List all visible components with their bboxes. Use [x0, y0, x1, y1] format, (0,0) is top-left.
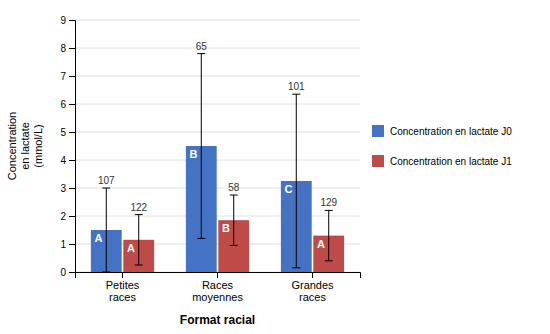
series	[123, 195, 344, 272]
x-tick-label: Petitesraces	[106, 279, 140, 304]
y-tick: 7	[60, 71, 75, 82]
y-tick-mark	[69, 272, 75, 273]
x-tick-mark	[122, 272, 123, 278]
grid-line	[75, 160, 360, 161]
n-label: 122	[130, 202, 147, 213]
x-axis-title: Format racial	[180, 313, 255, 327]
legend-label: Concentration en lactate J0	[390, 126, 512, 137]
y-tick-label: 0	[60, 267, 66, 278]
y-tick: 5	[60, 127, 75, 138]
bars	[91, 54, 344, 272]
x-tick-label: Grandesraces	[291, 279, 334, 304]
y-tick-mark	[69, 20, 75, 21]
n-label: 107	[98, 175, 115, 186]
x-tick: Racesmoyennes	[192, 272, 243, 303]
legend: Concentration en lactate J0 Concentration…	[372, 125, 512, 167]
grid-line	[75, 188, 360, 189]
y-tick-label: 3	[60, 183, 66, 194]
y-tick: 8	[60, 43, 75, 54]
grid-line	[75, 48, 360, 49]
y-tick-mark	[69, 48, 75, 49]
series	[91, 54, 312, 272]
y-tick-label: 9	[60, 15, 66, 26]
letter-label: B	[222, 222, 230, 234]
legend-label: Concentration en lactate J1	[390, 156, 512, 167]
letter-label: A	[317, 238, 325, 250]
n-label: 129	[320, 197, 337, 208]
grid-line	[75, 76, 360, 77]
error-bar	[135, 215, 143, 265]
y-tick: 6	[60, 99, 75, 110]
y-tick: 3	[60, 183, 75, 194]
y-tick-label: 2	[60, 211, 66, 222]
x-tick-mark	[312, 272, 313, 278]
y-tick-label: 8	[60, 43, 66, 54]
y-tick-mark	[69, 216, 75, 217]
annotations: 107 A 65 B 101 C 122 A 58 B 129 A	[95, 41, 338, 254]
legend-swatch	[372, 155, 384, 167]
grid-line	[75, 216, 360, 217]
grid-line	[75, 104, 360, 105]
grid	[75, 20, 360, 272]
grid-line	[75, 20, 360, 21]
chart: 0 1 2 3 4 5 6 7 8 9 Petitesraces Racesmoyennes Grand…	[0, 0, 550, 334]
error-bar	[102, 188, 110, 272]
y-tick-mark	[69, 104, 75, 105]
x-tick-label: Racesmoyennes	[192, 279, 243, 304]
legend-item: Concentration en lactate J0	[372, 125, 512, 137]
error-bar	[325, 210, 333, 260]
x-tick: Grandesraces	[291, 272, 334, 303]
error-bar	[230, 195, 238, 245]
n-label: 65	[196, 41, 208, 52]
y-axis-title: Concentrationen lactate(mmol/L)	[6, 112, 43, 181]
letter-label: A	[127, 242, 135, 254]
y-axis-line	[69, 21, 76, 273]
y-axis: 0 1 2 3 4 5 6 7 8 9	[60, 15, 75, 278]
x-tick-mark	[217, 272, 218, 278]
error-bar	[292, 94, 300, 268]
letter-label: C	[285, 183, 293, 195]
y-tick-mark	[69, 188, 75, 189]
y-tick-mark	[69, 132, 75, 133]
legend-swatch	[372, 125, 384, 137]
x-axis-line	[76, 273, 361, 279]
y-tick-label: 4	[60, 155, 66, 166]
y-tick-label: 6	[60, 99, 66, 110]
grid-line	[75, 132, 360, 133]
n-label: 58	[228, 182, 240, 193]
plot: 0 1 2 3 4 5 6 7 8 9 Petitesraces Racesmoyennes Grand…	[6, 15, 512, 327]
y-tick: 1	[60, 239, 75, 250]
error-bar	[197, 54, 205, 239]
y-tick: 2	[60, 211, 75, 222]
y-tick: 9	[60, 15, 75, 26]
y-tick-label: 7	[60, 71, 66, 82]
x-axis: Petitesraces Racesmoyennes Grandesraces	[76, 272, 361, 303]
x-tick: Petitesraces	[106, 272, 140, 303]
y-tick-label: 5	[60, 127, 66, 138]
y-tick-mark	[69, 76, 75, 77]
letter-label: A	[95, 232, 103, 244]
y-tick: 0	[60, 267, 75, 278]
letter-label: B	[190, 148, 198, 160]
y-tick-mark	[69, 244, 75, 245]
y-tick-mark	[69, 160, 75, 161]
n-label: 101	[288, 81, 305, 92]
y-tick-label: 1	[60, 239, 66, 250]
legend-item: Concentration en lactate J1	[372, 155, 512, 167]
y-tick: 4	[60, 155, 75, 166]
